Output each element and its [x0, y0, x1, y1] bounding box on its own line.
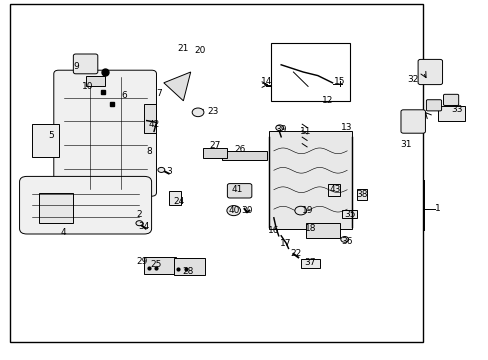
Text: 19: 19: [302, 206, 313, 215]
Bar: [271, 43, 349, 101]
Text: 41: 41: [231, 185, 243, 194]
Circle shape: [226, 206, 240, 216]
Text: 14: 14: [260, 77, 272, 86]
Text: 1: 1: [434, 204, 440, 213]
Text: 38: 38: [355, 190, 367, 199]
Text: 10: 10: [82, 82, 94, 91]
Text: 37: 37: [304, 258, 316, 267]
Text: 27: 27: [209, 141, 221, 150]
Circle shape: [275, 125, 283, 131]
Circle shape: [158, 167, 164, 172]
Text: 21: 21: [177, 44, 189, 53]
Text: 32: 32: [407, 75, 418, 84]
Text: 3: 3: [165, 166, 171, 176]
Text: 24: 24: [172, 197, 184, 206]
FancyBboxPatch shape: [73, 54, 98, 74]
Text: 7: 7: [156, 89, 162, 98]
Text: 6: 6: [122, 91, 127, 100]
Bar: [342, 210, 356, 218]
Text: 16: 16: [267, 226, 279, 235]
Bar: [300, 259, 320, 268]
Bar: [437, 106, 464, 121]
Text: 18: 18: [304, 224, 316, 233]
Bar: [305, 223, 339, 238]
Text: 30: 30: [241, 206, 252, 215]
Bar: [144, 104, 156, 133]
Text: 34: 34: [138, 222, 150, 231]
FancyBboxPatch shape: [54, 70, 156, 196]
Text: 12: 12: [321, 96, 333, 105]
FancyBboxPatch shape: [417, 59, 442, 85]
FancyBboxPatch shape: [227, 184, 251, 198]
Text: 39: 39: [275, 125, 286, 134]
Bar: [85, 76, 105, 86]
Text: 33: 33: [450, 105, 462, 114]
Circle shape: [136, 221, 142, 226]
Text: 8: 8: [146, 147, 152, 156]
Bar: [268, 131, 351, 229]
FancyBboxPatch shape: [443, 94, 458, 105]
Text: 29: 29: [136, 256, 147, 266]
Text: 35: 35: [343, 210, 355, 219]
Text: 20: 20: [194, 46, 206, 55]
Text: 4: 4: [61, 228, 66, 237]
Circle shape: [192, 108, 203, 117]
Text: 25: 25: [150, 260, 162, 269]
Text: 31: 31: [399, 140, 411, 149]
Text: 22: 22: [289, 249, 301, 258]
Bar: [168, 191, 181, 205]
Text: 13: 13: [341, 123, 352, 132]
FancyBboxPatch shape: [20, 176, 151, 234]
Bar: [144, 257, 176, 274]
Bar: [203, 148, 227, 158]
FancyBboxPatch shape: [400, 110, 425, 133]
Bar: [39, 193, 73, 223]
Bar: [327, 184, 339, 196]
Text: 5: 5: [48, 131, 54, 140]
Text: 9: 9: [73, 62, 79, 71]
Text: 23: 23: [206, 107, 218, 116]
FancyBboxPatch shape: [426, 100, 441, 111]
Bar: [10, 4, 422, 342]
Bar: [173, 258, 205, 275]
Text: 11: 11: [299, 127, 311, 136]
Text: 28: 28: [182, 267, 194, 276]
Text: 2: 2: [136, 210, 142, 219]
Text: 42: 42: [148, 120, 160, 129]
Bar: [356, 189, 366, 200]
Text: 40: 40: [228, 206, 240, 215]
Text: 36: 36: [341, 237, 352, 246]
Bar: [222, 151, 266, 160]
Circle shape: [294, 206, 306, 215]
Text: 15: 15: [333, 77, 345, 86]
Polygon shape: [163, 72, 190, 101]
Bar: [32, 124, 59, 157]
Text: 17: 17: [280, 239, 291, 248]
Text: 26: 26: [233, 145, 245, 154]
Text: 43: 43: [328, 185, 340, 194]
Circle shape: [340, 237, 348, 242]
